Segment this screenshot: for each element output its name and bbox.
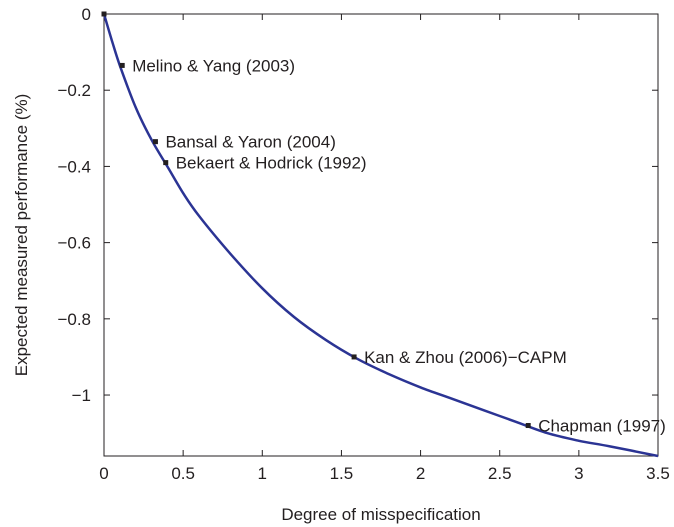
x-tick-label: 3 [574, 464, 583, 483]
study-label: Melino & Yang (2003) [132, 56, 295, 75]
x-tick-label: 3.5 [646, 464, 670, 483]
x-tick-label: 2.5 [488, 464, 512, 483]
plot-frame [103, 13, 659, 457]
y-tick-label: 0 [82, 5, 91, 24]
study-marker [163, 160, 169, 166]
study-marker [351, 354, 357, 360]
x-axis: 0 0.5 1 1.5 2 2.5 3 3.5 [99, 14, 670, 483]
study-label: Bansal & Yaron (2004) [165, 133, 335, 152]
y-tick-label: −0.8 [57, 310, 91, 329]
x-tick-label: 0.5 [171, 464, 195, 483]
x-tick-label: 0 [99, 464, 108, 483]
performance-curve [102, 13, 659, 458]
y-axis: 0 −0.2 −0.4 −0.6 −0.8 −1 [57, 5, 658, 405]
x-tick-label: 1 [258, 464, 267, 483]
y-axis-label: Expected measured performance (%) [12, 94, 31, 377]
y-tick-label: −0.2 [57, 81, 91, 100]
study-marker [152, 139, 158, 145]
y-tick-label: −0.6 [57, 234, 91, 253]
study-markers: Melino & Yang (2003) Bansal & Yaron (2004… [101, 11, 666, 436]
y-tick-label: −0.4 [57, 157, 91, 176]
study-label: Chapman (1997) [538, 417, 666, 436]
y-tick-label: −1 [72, 386, 91, 405]
origin-marker [101, 11, 107, 17]
study-marker [119, 62, 125, 68]
study-label: Kan & Zhou (2006)−CAPM [364, 348, 567, 367]
x-tick-label: 1.5 [330, 464, 354, 483]
x-tick-label: 2 [416, 464, 425, 483]
study-marker [525, 423, 531, 429]
study-label: Bekaert & Hodrick (1992) [176, 154, 367, 173]
x-axis-label: Degree of misspecification [281, 505, 480, 524]
